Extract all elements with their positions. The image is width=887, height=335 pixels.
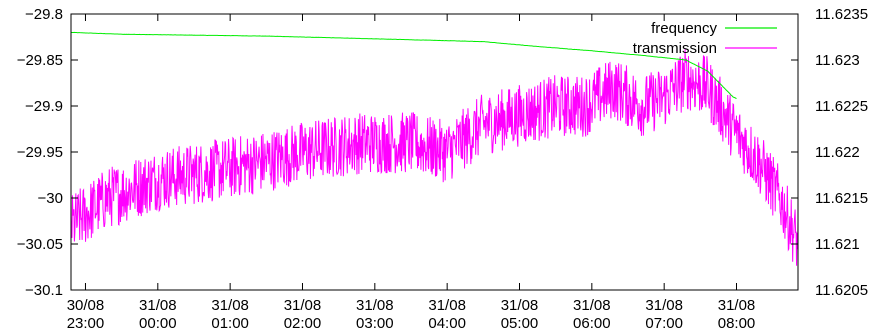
right-tick-label: 11.6205 [815,282,868,299]
series-frequency [70,31,737,100]
left-tick-label: −29.95 [17,144,63,161]
right-axis-ticks: 11.6235 11.623 11.6225 11.622 11.6215 11.621 1… [791,6,868,299]
x-tick-date: 30/08 [67,297,105,314]
x-tick-time: 08:00 [718,315,756,332]
right-tick-label: 11.6215 [815,190,868,207]
series-transmission [70,49,799,266]
x-tick-date: 31/08 [428,297,466,314]
right-tick-label: 11.623 [815,52,860,69]
x-tick-time: 04:00 [428,315,466,332]
legend: frequency transmission [633,20,777,57]
x-tick-date: 31/08 [501,297,539,314]
left-tick-label: −29.85 [17,52,63,69]
series-line-frequency [70,31,737,100]
x-tick-time: 00:00 [139,315,177,332]
left-tick-label: −30.05 [17,236,63,253]
plot-area [70,31,799,266]
left-axis-ticks: −29.8 −29.85 −29.9 −29.95 −30 −30.05 −30.1 [17,6,78,299]
x-tick-date: 31/08 [139,297,177,314]
x-tick-time: 06:00 [573,315,611,332]
x-tick-time: 02:00 [284,315,322,332]
x-tick-date: 31/08 [356,297,394,314]
x-tick-date: 31/08 [645,297,683,314]
right-tick-label: 11.621 [815,236,860,253]
x-tick-time: 05:00 [501,315,539,332]
x-tick-time: 23:00 [67,315,105,332]
right-tick-label: 11.6235 [815,6,868,23]
legend-label-transmission: transmission [633,40,717,57]
left-tick-label: −29.9 [25,98,63,115]
x-tick-date: 31/08 [284,297,322,314]
left-tick-label: −29.8 [25,6,63,23]
x-tick-time: 07:00 [645,315,683,332]
x-tick-date: 31/08 [211,297,249,314]
right-tick-label: 11.6225 [815,98,868,115]
right-tick-label: 11.622 [815,144,860,161]
legend-label-frequency: frequency [651,20,717,37]
x-tick-date: 31/08 [573,297,611,314]
left-tick-label: −30 [38,190,63,207]
series-line-transmission [70,49,799,266]
x-tick-date: 31/08 [718,297,756,314]
x-axis-ticks: 30/0823:0031/0800:0031/0801:0031/0802:00… [67,14,756,332]
x-tick-time: 01:00 [211,315,249,332]
x-tick-time: 03:00 [356,315,394,332]
left-tick-label: −30.1 [25,282,63,299]
